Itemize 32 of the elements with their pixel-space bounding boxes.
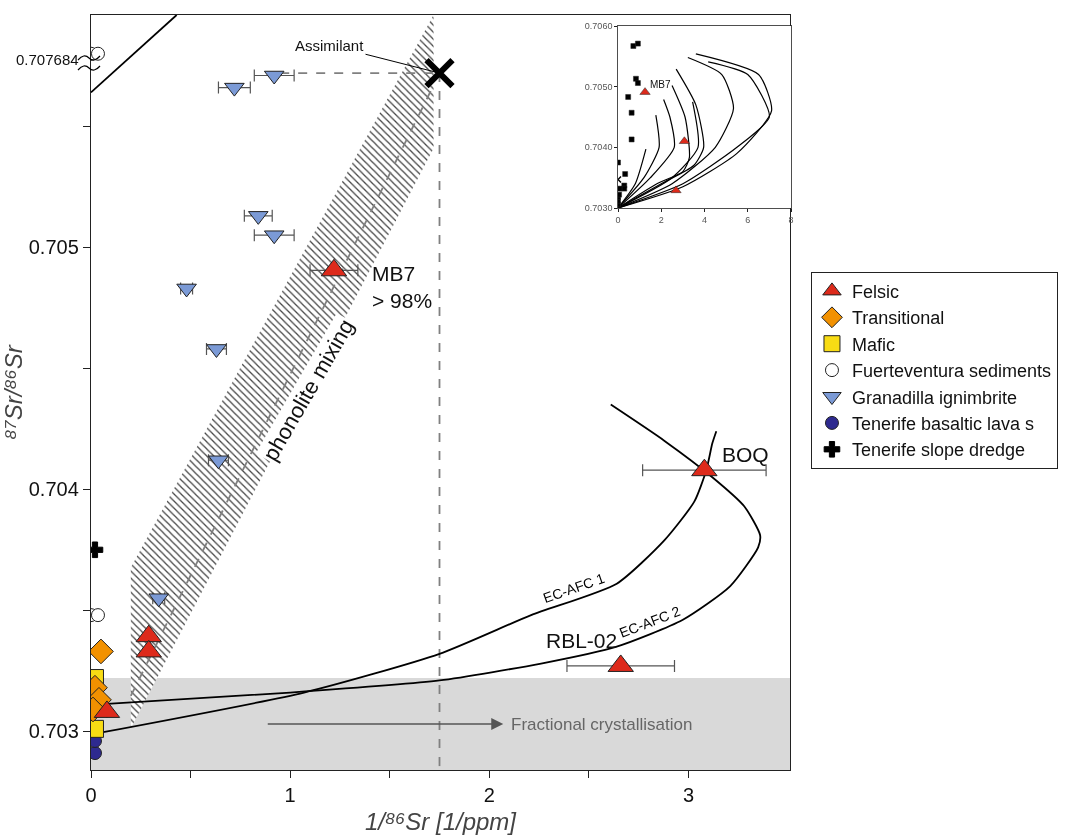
x-tick-label: 0 xyxy=(615,214,621,225)
x-tick-label: 4 xyxy=(701,214,708,225)
y-tick-label: 0.7060 xyxy=(584,21,613,32)
x-tick-label: 8 xyxy=(788,214,794,225)
y-tick-label: 0.704 xyxy=(28,478,79,501)
legend-label: Mafic xyxy=(851,334,895,355)
y-tick-label: 0.7040 xyxy=(584,142,613,153)
y-tick-label: 0.703 xyxy=(28,720,79,743)
legend-label: Granadilla ignimbrite xyxy=(851,387,1018,408)
legend-label: Felsic xyxy=(851,281,899,302)
x-tick-label: 2 xyxy=(483,784,495,807)
x-tick-label: 1 xyxy=(284,784,296,807)
x-tick-label: 0 xyxy=(85,784,97,807)
x-tick-label: 6 xyxy=(745,214,751,225)
y-tick-label: 0.705 xyxy=(28,236,79,259)
legend-label: Tenerife slope dredge xyxy=(851,440,1026,461)
band-label: Fractional crystallisation xyxy=(511,715,693,734)
annotation: BOQ xyxy=(722,443,769,466)
annotation: Assimilant xyxy=(295,37,365,54)
legend-label: Tenerife basaltic lava s xyxy=(851,413,1035,434)
annotation: RBL-02 xyxy=(546,629,618,652)
x-tick-label: 2 xyxy=(658,214,664,225)
x-tick-label: 3 xyxy=(682,784,694,807)
legend-label: Transitional xyxy=(851,308,945,329)
annotation: MB7 xyxy=(650,79,671,90)
y-tick-label: 0.7050 xyxy=(584,81,613,92)
text: 0.707684 xyxy=(16,51,79,68)
legend-label: Fuerteventura sediments xyxy=(851,361,1052,382)
annotation: MB7 > 98% xyxy=(372,262,433,313)
y-axis-title: ⁸⁷Sr/⁸⁶Sr xyxy=(0,344,27,440)
y-tick-label: 0.7030 xyxy=(584,203,613,214)
x-axis-title: 1/⁸⁶Sr [1/ppm] xyxy=(364,808,518,836)
